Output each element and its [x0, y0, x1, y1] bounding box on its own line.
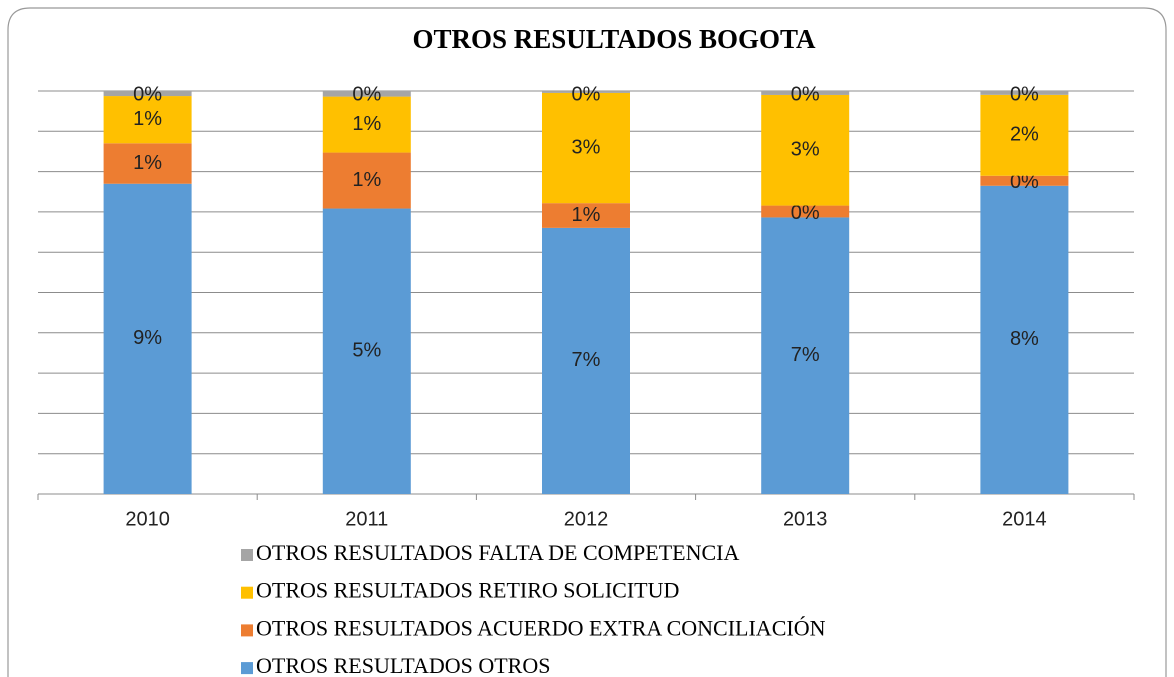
- data-label: 1%: [572, 204, 601, 226]
- legend-label: OTROS RESULTADOS ACUERDO EXTRA CONCILIAC…: [256, 615, 826, 640]
- x-tick-label: 2013: [783, 508, 828, 530]
- bar-segment: [980, 185, 1069, 494]
- legend-swatch: [241, 549, 253, 561]
- bar-segment: [322, 152, 411, 209]
- data-label: 9%: [133, 327, 162, 349]
- chart-frame: [7, 7, 1167, 677]
- bar-segment: [542, 227, 630, 494]
- bar-segment: [980, 91, 1069, 95]
- legend-label: OTROS RESULTADOS FALTA DE COMPETENCIA: [256, 540, 740, 565]
- data-label: 8%: [1010, 328, 1039, 350]
- data-label: 3%: [572, 136, 601, 158]
- x-tick-label: 2014: [1002, 508, 1047, 530]
- bar-segment: [761, 91, 850, 95]
- bar-segment: [542, 203, 630, 228]
- bar-segment: [761, 217, 850, 494]
- data-label: 1%: [133, 108, 162, 130]
- bar-segment: [980, 175, 1069, 186]
- data-label: 1%: [133, 152, 162, 174]
- legend-swatch: [241, 586, 253, 599]
- x-tick-label: 2010: [125, 508, 170, 530]
- chart-title: OTROS RESULTADOS BOGOTA: [412, 24, 816, 54]
- data-label: 3%: [791, 139, 820, 161]
- data-label: 0%: [572, 83, 601, 105]
- bar-segment: [322, 96, 411, 153]
- bar-segment: [542, 91, 630, 93]
- data-label: 0%: [352, 83, 381, 105]
- data-label: 0%: [791, 83, 820, 105]
- bar-segment: [103, 183, 192, 494]
- bar-segment: [980, 94, 1069, 176]
- data-label: 0%: [1010, 171, 1039, 193]
- legend-swatch: [241, 662, 253, 675]
- data-label: 1%: [352, 113, 381, 135]
- bar-segment: [103, 96, 192, 144]
- x-tick-label: 2011: [345, 508, 388, 530]
- legend-swatch: [241, 624, 253, 637]
- data-label: 1%: [352, 169, 381, 191]
- legend-label: OTROS RESULTADOS OTROS: [256, 653, 550, 677]
- data-label: 2%: [1010, 124, 1039, 146]
- data-label: 7%: [572, 349, 601, 371]
- bar-segment: [103, 143, 192, 184]
- data-label: 0%: [133, 83, 162, 105]
- bar-segment: [322, 208, 411, 494]
- bar-segment: [322, 91, 411, 97]
- data-label: 0%: [1010, 83, 1039, 105]
- x-tick-label: 2012: [564, 508, 609, 530]
- bar-segment: [542, 92, 630, 204]
- bar-segment: [761, 205, 850, 218]
- data-label: 7%: [791, 344, 820, 366]
- legend-label: OTROS RESULTADOS RETIRO SOLICITUD: [256, 578, 679, 603]
- bar-segment: [761, 94, 850, 206]
- bar-segment: [103, 91, 192, 97]
- data-label: 0%: [791, 202, 820, 224]
- data-label: 5%: [352, 340, 381, 362]
